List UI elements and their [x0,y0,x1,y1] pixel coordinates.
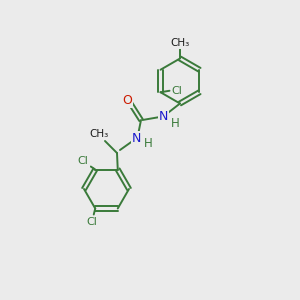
Text: H: H [170,116,179,130]
Text: CH₃: CH₃ [170,38,190,49]
Text: Cl: Cl [172,86,182,96]
Text: O: O [123,94,132,107]
Text: H: H [143,137,152,150]
Text: N: N [159,110,168,124]
Text: Cl: Cl [87,217,98,227]
Text: Cl: Cl [78,156,89,167]
Text: N: N [132,131,141,145]
Text: CH₃: CH₃ [89,129,109,140]
